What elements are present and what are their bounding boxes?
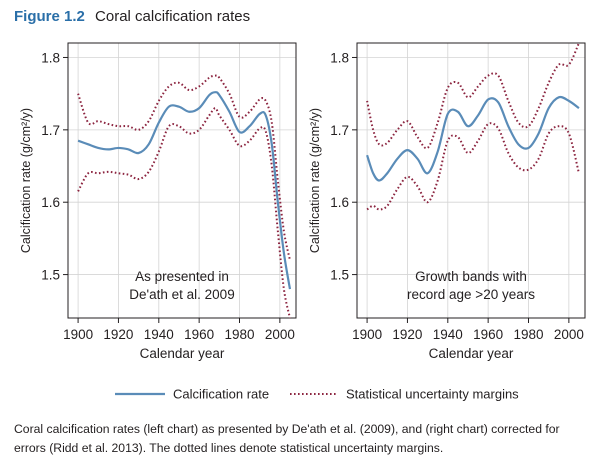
y-tick-label: 1.5 (41, 268, 60, 283)
chart-annotation-line: As presented in (135, 269, 229, 284)
figure-title: Coral calcification rates (95, 8, 251, 25)
x-tick-label: 1900 (63, 327, 93, 342)
figure-number: Figure 1.2 (14, 8, 85, 25)
legend-solid-label: Calcification rate (173, 387, 269, 402)
chart-panel-2: 1900 1920 1940 1960 1980 2000 1.5 1.6 1.7 1.8 Cale… (308, 42, 586, 361)
legend: Calcification rate Statistical uncertain… (115, 387, 519, 402)
y-tick-label: 1.7 (330, 123, 349, 138)
x-axis-title: Calendar year (140, 346, 225, 361)
x-tick-label: 1920 (103, 327, 133, 342)
x-tick-label: 1980 (513, 327, 543, 342)
plot-frame (356, 42, 586, 319)
caption-line-2: errors (Ridd et al. 2013). The dotted li… (14, 441, 444, 455)
y-axis-title: Calcification rate (g/cm²/y) (19, 108, 33, 253)
x-axis-title: Calendar year (429, 346, 514, 361)
y-tick-label: 1.7 (41, 123, 60, 138)
caption-line-1: Coral calcification rates (left chart) a… (14, 422, 560, 436)
chart-annotation-line: De'ath et al. 2009 (129, 287, 234, 302)
x-tick-label: 1960 (184, 327, 214, 342)
chart-panel-1: 1900 1920 1940 1960 1980 2000 1.5 1.6 1.7 1.8 Cale… (19, 42, 297, 361)
x-tick-label: 2000 (554, 327, 584, 342)
calcification-rate-line (77, 91, 292, 290)
x-tick-label: 1920 (392, 327, 422, 342)
calcification-rate-line (366, 95, 580, 182)
x-tick-label: 1940 (144, 327, 174, 342)
upper-uncertainty-line (366, 42, 580, 150)
x-tick-label: 1960 (473, 327, 503, 342)
chart-annotation-line: Growth bands with (415, 269, 527, 284)
figure-heading: Figure 1.2 Coral calcification rates (14, 8, 250, 25)
upper-uncertainty-line (77, 74, 291, 261)
figure-caption: Coral calcification rates (left chart) a… (14, 420, 586, 458)
x-tick-label: 2000 (265, 327, 295, 342)
y-tick-label: 1.5 (330, 268, 349, 283)
y-tick-label: 1.6 (41, 195, 60, 210)
plot-frame (67, 42, 297, 319)
lower-uncertainty-line (366, 122, 580, 211)
legend-dotted-label: Statistical uncertainty margins (346, 387, 519, 402)
y-tick-label: 1.6 (330, 195, 349, 210)
x-tick-label: 1940 (433, 327, 463, 342)
x-tick-label: 1900 (352, 327, 382, 342)
x-tick-label: 1980 (224, 327, 254, 342)
y-axis-title: Calcification rate (g/cm²/y) (308, 108, 322, 253)
chart-annotation-line: record age >20 years (407, 287, 535, 302)
y-tick-label: 1.8 (41, 50, 60, 65)
y-tick-label: 1.8 (330, 50, 349, 65)
